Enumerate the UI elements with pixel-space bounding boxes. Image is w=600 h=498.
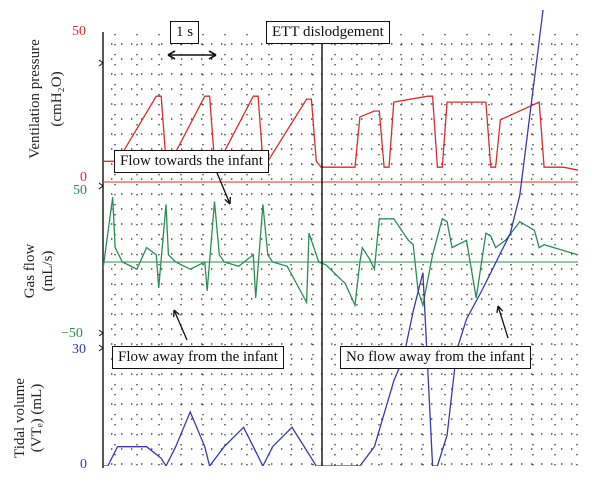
- flow-axis-title: Gas flow: [21, 221, 39, 321]
- flow-towards-pointer-head: [224, 196, 232, 205]
- volume-title-line1: Tidal volume: [12, 378, 28, 458]
- pressure-tick-min: 0: [80, 170, 87, 185]
- flow-title-line2: (mL/s): [40, 250, 56, 292]
- volume-axis-unit: (VTₑ) (mL): [28, 358, 46, 478]
- flow-towards-label: Flow towards the infant: [114, 150, 269, 173]
- flow-series-line: [103, 197, 578, 308]
- no-flow-away-pointer-head: [496, 305, 504, 314]
- pressure-axis-title: Ventilation pressure: [26, 29, 44, 169]
- flow-away-pointer: [173, 309, 188, 341]
- axis-break-mark: [98, 59, 104, 67]
- flow-away-pointer-head: [173, 309, 180, 318]
- volume-tick-min: 0: [80, 457, 87, 472]
- axis-break-mark: [98, 329, 104, 337]
- scale-bar-label: 1 s: [170, 21, 200, 44]
- volume-series-line: [103, 10, 544, 466]
- pressure-title-line1: Ventilation pressure: [27, 39, 43, 159]
- pressure-axis-unit: (cmH₂O): [48, 19, 66, 179]
- axis-break-mark: [98, 344, 104, 352]
- volume-title-line2: (VTₑ) (mL): [29, 383, 45, 453]
- no-flow-away-label: No flow away from the infant: [340, 346, 531, 369]
- flow-tick-max: 50: [73, 183, 87, 198]
- axis-break-mark: [98, 182, 104, 190]
- pressure-tick-max: 50: [72, 24, 86, 39]
- flow-towards-pointer: [214, 167, 231, 205]
- flow-tick-min: −50: [61, 326, 83, 341]
- pressure-series-line: [103, 95, 578, 171]
- volume-tick-max: 30: [72, 342, 86, 357]
- no-flow-away-pointer: [497, 305, 509, 339]
- volume-axis-title: Tidal volume: [11, 358, 29, 478]
- ett-dislodgement-label: ETT dislodgement: [266, 21, 390, 44]
- pressure-title-line2: (cmH₂O): [49, 71, 65, 127]
- flow-title-line1: Gas flow: [22, 243, 38, 299]
- flow-away-label: Flow away from the infant: [112, 346, 284, 369]
- scale-bar-arrowheads: [167, 50, 217, 60]
- flow-axis-unit: (mL/s): [39, 221, 57, 321]
